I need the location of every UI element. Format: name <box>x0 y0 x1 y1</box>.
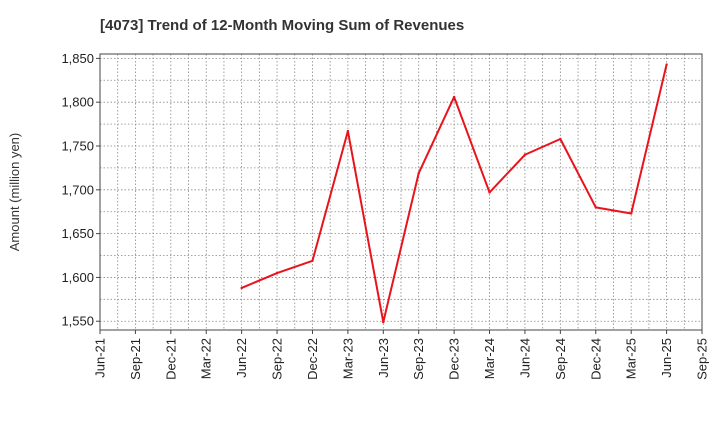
data-point <box>346 129 350 133</box>
grid <box>99 54 703 330</box>
x-tick-label: Sep-21 <box>128 338 143 380</box>
axes: 1,550 1,600 1,650 1,700 1,750 1,800 1,850 Jun-2… <box>61 51 709 380</box>
data-point <box>594 206 597 209</box>
y-axis-label: Amount (million yen) <box>7 133 22 252</box>
x-tick-label: Jun-23 <box>376 338 391 378</box>
x-tick-label: Dec-22 <box>305 338 320 380</box>
data-point <box>275 271 279 275</box>
y-tick-label: 1,600 <box>61 270 94 285</box>
x-tick-label: Mar-25 <box>624 338 639 379</box>
x-tick-label: Sep-22 <box>270 338 285 380</box>
x-tick-label: Sep-25 <box>695 338 710 380</box>
data-point <box>488 191 491 194</box>
x-tick-label: Mar-22 <box>199 338 214 379</box>
data-point <box>452 95 456 99</box>
series-layer <box>240 63 668 324</box>
data-point <box>311 259 314 262</box>
y-tick-label: 1,700 <box>61 182 94 197</box>
data-point <box>665 63 668 66</box>
data-point <box>417 171 420 175</box>
x-tick-label: Dec-21 <box>163 338 178 380</box>
x-tick-label: Sep-24 <box>553 338 568 380</box>
data-point <box>629 212 633 215</box>
y-tick-label: 1,850 <box>61 51 94 66</box>
x-tick-label: Jun-22 <box>234 338 249 378</box>
x-tick-label: Jun-24 <box>517 338 532 378</box>
y-tick-label: 1,650 <box>61 226 94 241</box>
x-tick-label: Mar-23 <box>340 338 355 379</box>
data-point <box>559 137 562 141</box>
x-tick-label: Jun-25 <box>659 338 674 378</box>
y-tick-label: 1,550 <box>61 314 94 329</box>
x-tick-label: Dec-24 <box>588 338 603 380</box>
x-tick-label: Jun-21 <box>93 338 108 378</box>
x-tick-label: Mar-24 <box>482 338 497 379</box>
data-point <box>523 153 527 156</box>
plot-frame <box>99 53 703 331</box>
y-tick-label: 1,750 <box>61 139 94 154</box>
x-tick-label: Sep-23 <box>411 338 426 380</box>
x-tick-label: Dec-23 <box>447 338 462 380</box>
chart-title: [4073] Trend of 12-Month Moving Sum of R… <box>100 17 464 34</box>
y-tick-label: 1,800 <box>61 95 94 110</box>
data-point <box>382 320 385 324</box>
data-point <box>240 286 243 290</box>
